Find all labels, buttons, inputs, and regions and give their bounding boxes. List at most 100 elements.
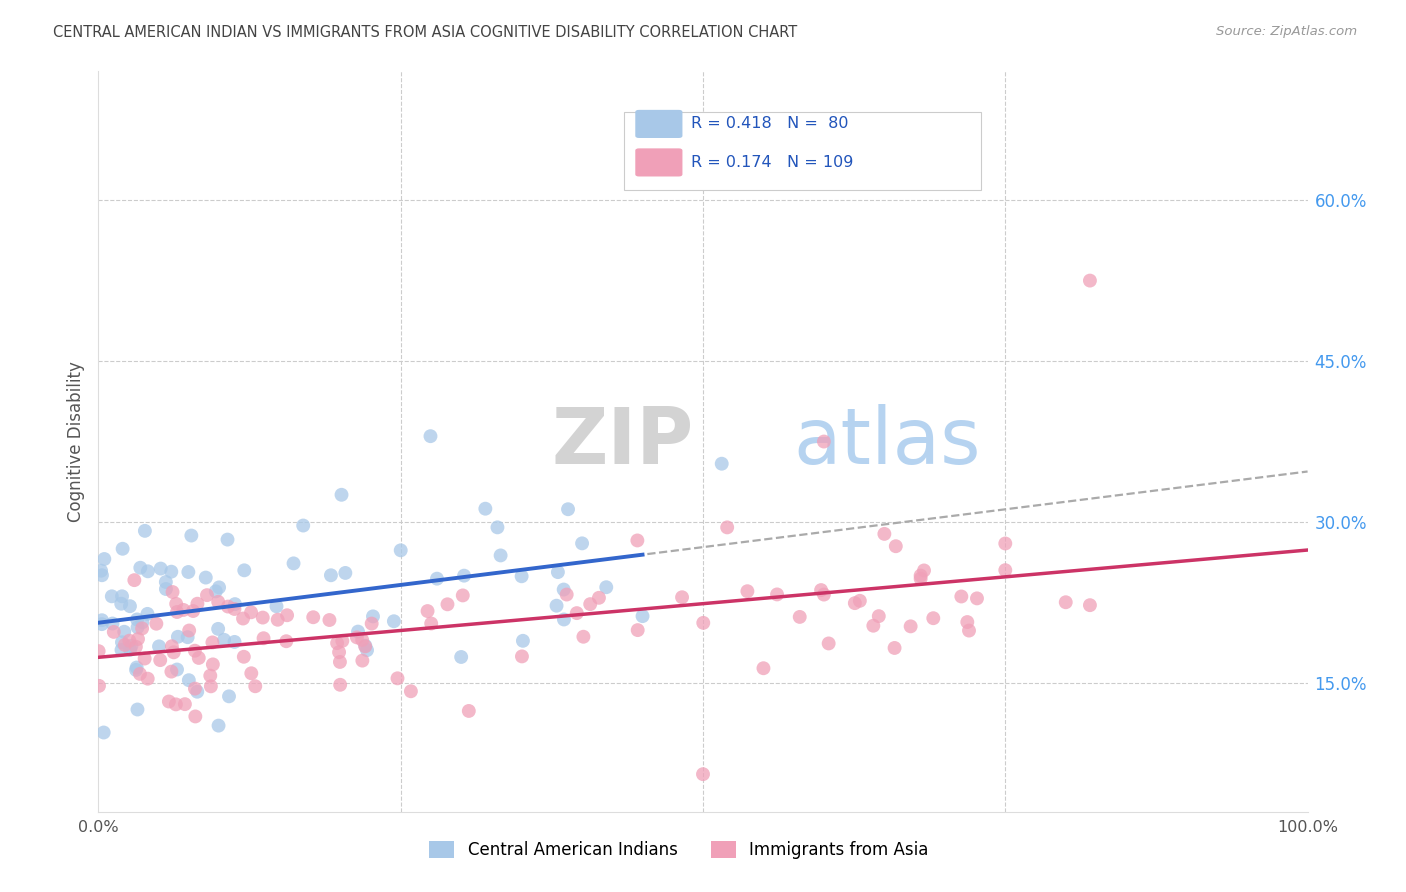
Point [233, 563, 256, 577]
Point [710, 457, 733, 471]
Point [224, 602, 246, 616]
Point [162, 585, 184, 599]
Point [163, 645, 186, 659]
Point [110, 643, 132, 657]
Point [547, 565, 569, 579]
Point [873, 527, 896, 541]
Point [160, 565, 183, 579]
Point [187, 651, 209, 665]
Point [626, 533, 648, 548]
Point [588, 591, 610, 605]
Point [176, 630, 198, 644]
Point [90, 613, 112, 627]
Text: CENTRAL AMERICAN INDIAN VS IMMIGRANTS FROM ASIA COGNITIVE DISABILITY CORRELATION: CENTRAL AMERICAN INDIAN VS IMMIGRANTS FR… [53, 25, 797, 40]
FancyBboxPatch shape [624, 112, 981, 190]
Point [883, 640, 905, 655]
Point [201, 635, 224, 649]
Point [195, 588, 218, 602]
Point [862, 618, 884, 632]
Point [166, 605, 188, 619]
Point [121, 639, 143, 653]
Point [232, 611, 254, 625]
Point [330, 633, 353, 648]
Point [810, 583, 832, 598]
Point [1054, 595, 1077, 609]
Point [118, 599, 141, 614]
Point [1078, 274, 1101, 288]
Point [129, 666, 152, 681]
Point [716, 520, 738, 534]
Point [103, 624, 125, 639]
Point [994, 536, 1017, 550]
Point [868, 609, 890, 624]
Point [849, 594, 872, 608]
Point [900, 619, 922, 633]
Point [326, 636, 349, 650]
Point [671, 591, 693, 605]
Point [208, 581, 231, 595]
Point [181, 604, 204, 618]
Point [450, 650, 472, 665]
Point [910, 572, 932, 586]
Point [124, 573, 146, 587]
Point [267, 613, 290, 627]
Point [352, 654, 374, 668]
Point [510, 649, 533, 664]
Point [232, 649, 254, 664]
Point [627, 623, 650, 637]
Point [194, 570, 217, 584]
Point [200, 668, 222, 682]
Point [240, 666, 263, 681]
Point [510, 569, 533, 583]
Point [180, 528, 202, 542]
Point [101, 616, 124, 631]
Point [252, 632, 274, 646]
Point [174, 697, 197, 711]
Point [352, 632, 374, 647]
Point [426, 572, 449, 586]
Point [87, 679, 110, 693]
Point [692, 767, 714, 781]
Point [127, 612, 149, 626]
Point [145, 616, 167, 631]
Point [631, 609, 654, 624]
Point [207, 718, 229, 732]
Point [129, 560, 152, 574]
FancyBboxPatch shape [636, 148, 682, 177]
Point [155, 582, 177, 596]
Point [131, 622, 153, 636]
Point [957, 624, 980, 638]
Point [184, 681, 207, 696]
Point [553, 582, 575, 597]
Point [207, 595, 229, 609]
Point [112, 624, 135, 639]
Point [173, 603, 195, 617]
Point [125, 663, 148, 677]
Point [201, 657, 224, 672]
Point [922, 611, 945, 625]
Point [346, 631, 368, 645]
Point [224, 597, 246, 611]
Point [546, 599, 568, 613]
Point [789, 610, 811, 624]
Point [114, 638, 136, 652]
Point [844, 596, 866, 610]
Point [134, 524, 156, 538]
Point [118, 633, 141, 648]
Point [361, 609, 384, 624]
Point [207, 622, 229, 636]
Point [134, 651, 156, 665]
Point [111, 589, 134, 603]
FancyBboxPatch shape [636, 110, 682, 138]
Point [110, 597, 132, 611]
Point [125, 660, 148, 674]
Point [451, 589, 474, 603]
Y-axis label: Cognitive Disability: Cognitive Disability [66, 361, 84, 522]
Point [177, 673, 200, 688]
Point [335, 566, 357, 580]
Point [419, 429, 441, 443]
Point [148, 640, 170, 654]
Point [399, 684, 422, 698]
Point [101, 590, 124, 604]
Point [165, 597, 187, 611]
